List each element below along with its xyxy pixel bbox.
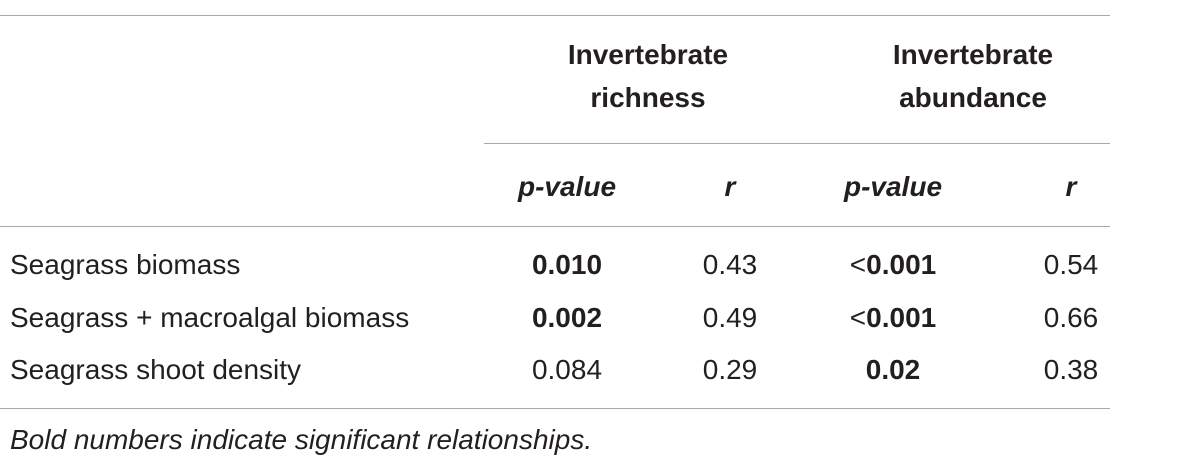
row-label: Seagrass biomass	[10, 249, 241, 280]
cell: 0.49	[650, 301, 810, 335]
cell-value: 0.001	[866, 302, 937, 333]
group-header: Invertebrate richness	[567, 39, 729, 113]
cell: 0.02	[813, 353, 973, 387]
cell-value: 0.38	[1043, 354, 1099, 385]
cell-value: 0.002	[531, 302, 603, 333]
cell: 0.43	[650, 248, 810, 282]
column-header: r	[1065, 171, 1077, 202]
column-header: p-value	[517, 171, 617, 202]
cell-value: 0.66	[1043, 302, 1099, 333]
cell: 0.66	[991, 301, 1151, 335]
footnote: Bold numbers indicate significant relati…	[10, 424, 593, 455]
cell: <0.001	[813, 301, 973, 335]
cell-prefix: <	[849, 249, 867, 280]
cell-value: 0.001	[866, 249, 937, 280]
header-rule	[0, 226, 1110, 227]
cell-value: 0.54	[1043, 249, 1099, 280]
bottom-rule	[0, 408, 1110, 409]
cell: 0.002	[487, 301, 647, 335]
top-rule	[0, 15, 1110, 16]
cell: 0.010	[487, 248, 647, 282]
cell-value: 0.49	[702, 302, 758, 333]
cell: 0.54	[991, 248, 1151, 282]
cell-prefix: <	[849, 302, 867, 333]
row-label: Seagrass + macroalgal biomass	[10, 302, 410, 333]
cell-value: 0.010	[531, 249, 603, 280]
group-header: Invertebrate abundance	[892, 39, 1054, 113]
group-rule	[484, 143, 1110, 144]
cell-value: 0.43	[702, 249, 758, 280]
column-header: r	[724, 171, 736, 202]
row-label: Seagrass shoot density	[10, 354, 302, 385]
cell-value: 0.084	[531, 354, 603, 385]
cell: 0.29	[650, 353, 810, 387]
cell: <0.001	[813, 248, 973, 282]
cell: 0.38	[991, 353, 1151, 387]
column-header: p-value	[843, 171, 943, 202]
cell-value: 0.29	[702, 354, 758, 385]
cell: 0.084	[487, 353, 647, 387]
cell-value: 0.02	[865, 354, 921, 385]
